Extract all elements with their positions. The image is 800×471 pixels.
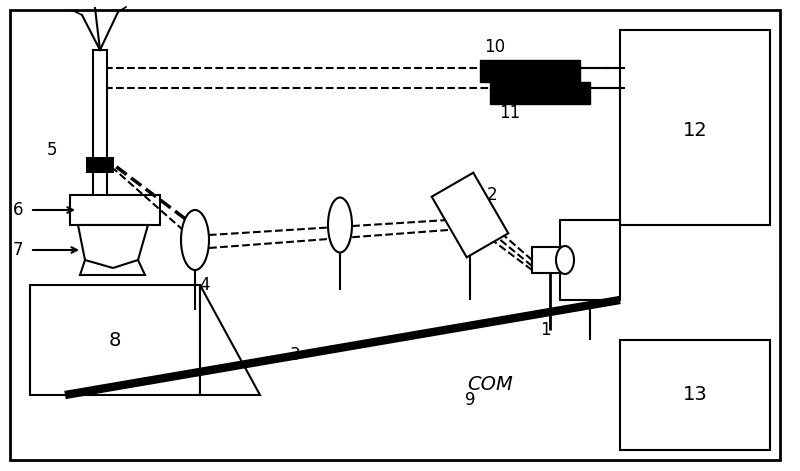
Text: 13: 13	[682, 385, 707, 405]
Ellipse shape	[181, 210, 209, 270]
Bar	[532, 247, 562, 273]
Text: COM: COM	[467, 375, 513, 395]
Bar	[620, 340, 770, 450]
Bar	[93, 50, 107, 240]
Text: 2: 2	[486, 186, 498, 204]
Bar	[560, 220, 620, 300]
Text: 8: 8	[109, 331, 121, 349]
Bar	[480, 60, 580, 82]
Polygon shape	[78, 225, 148, 275]
Bar	[620, 30, 770, 225]
Text: 3: 3	[290, 346, 300, 364]
Text: 4: 4	[200, 276, 210, 294]
Ellipse shape	[556, 246, 574, 274]
Bar	[86, 157, 114, 173]
Text: 5: 5	[46, 141, 58, 159]
Bar	[70, 195, 160, 225]
Text: 10: 10	[485, 38, 506, 56]
Text: 7: 7	[13, 241, 23, 259]
Bar	[30, 285, 200, 395]
Ellipse shape	[328, 197, 352, 252]
Bar	[490, 82, 590, 104]
Polygon shape	[432, 173, 508, 257]
Polygon shape	[200, 285, 260, 395]
Text: 12: 12	[682, 121, 707, 139]
Text: 11: 11	[499, 104, 521, 122]
Text: 9: 9	[465, 391, 475, 409]
Text: 1: 1	[540, 321, 550, 339]
Text: 6: 6	[13, 201, 23, 219]
